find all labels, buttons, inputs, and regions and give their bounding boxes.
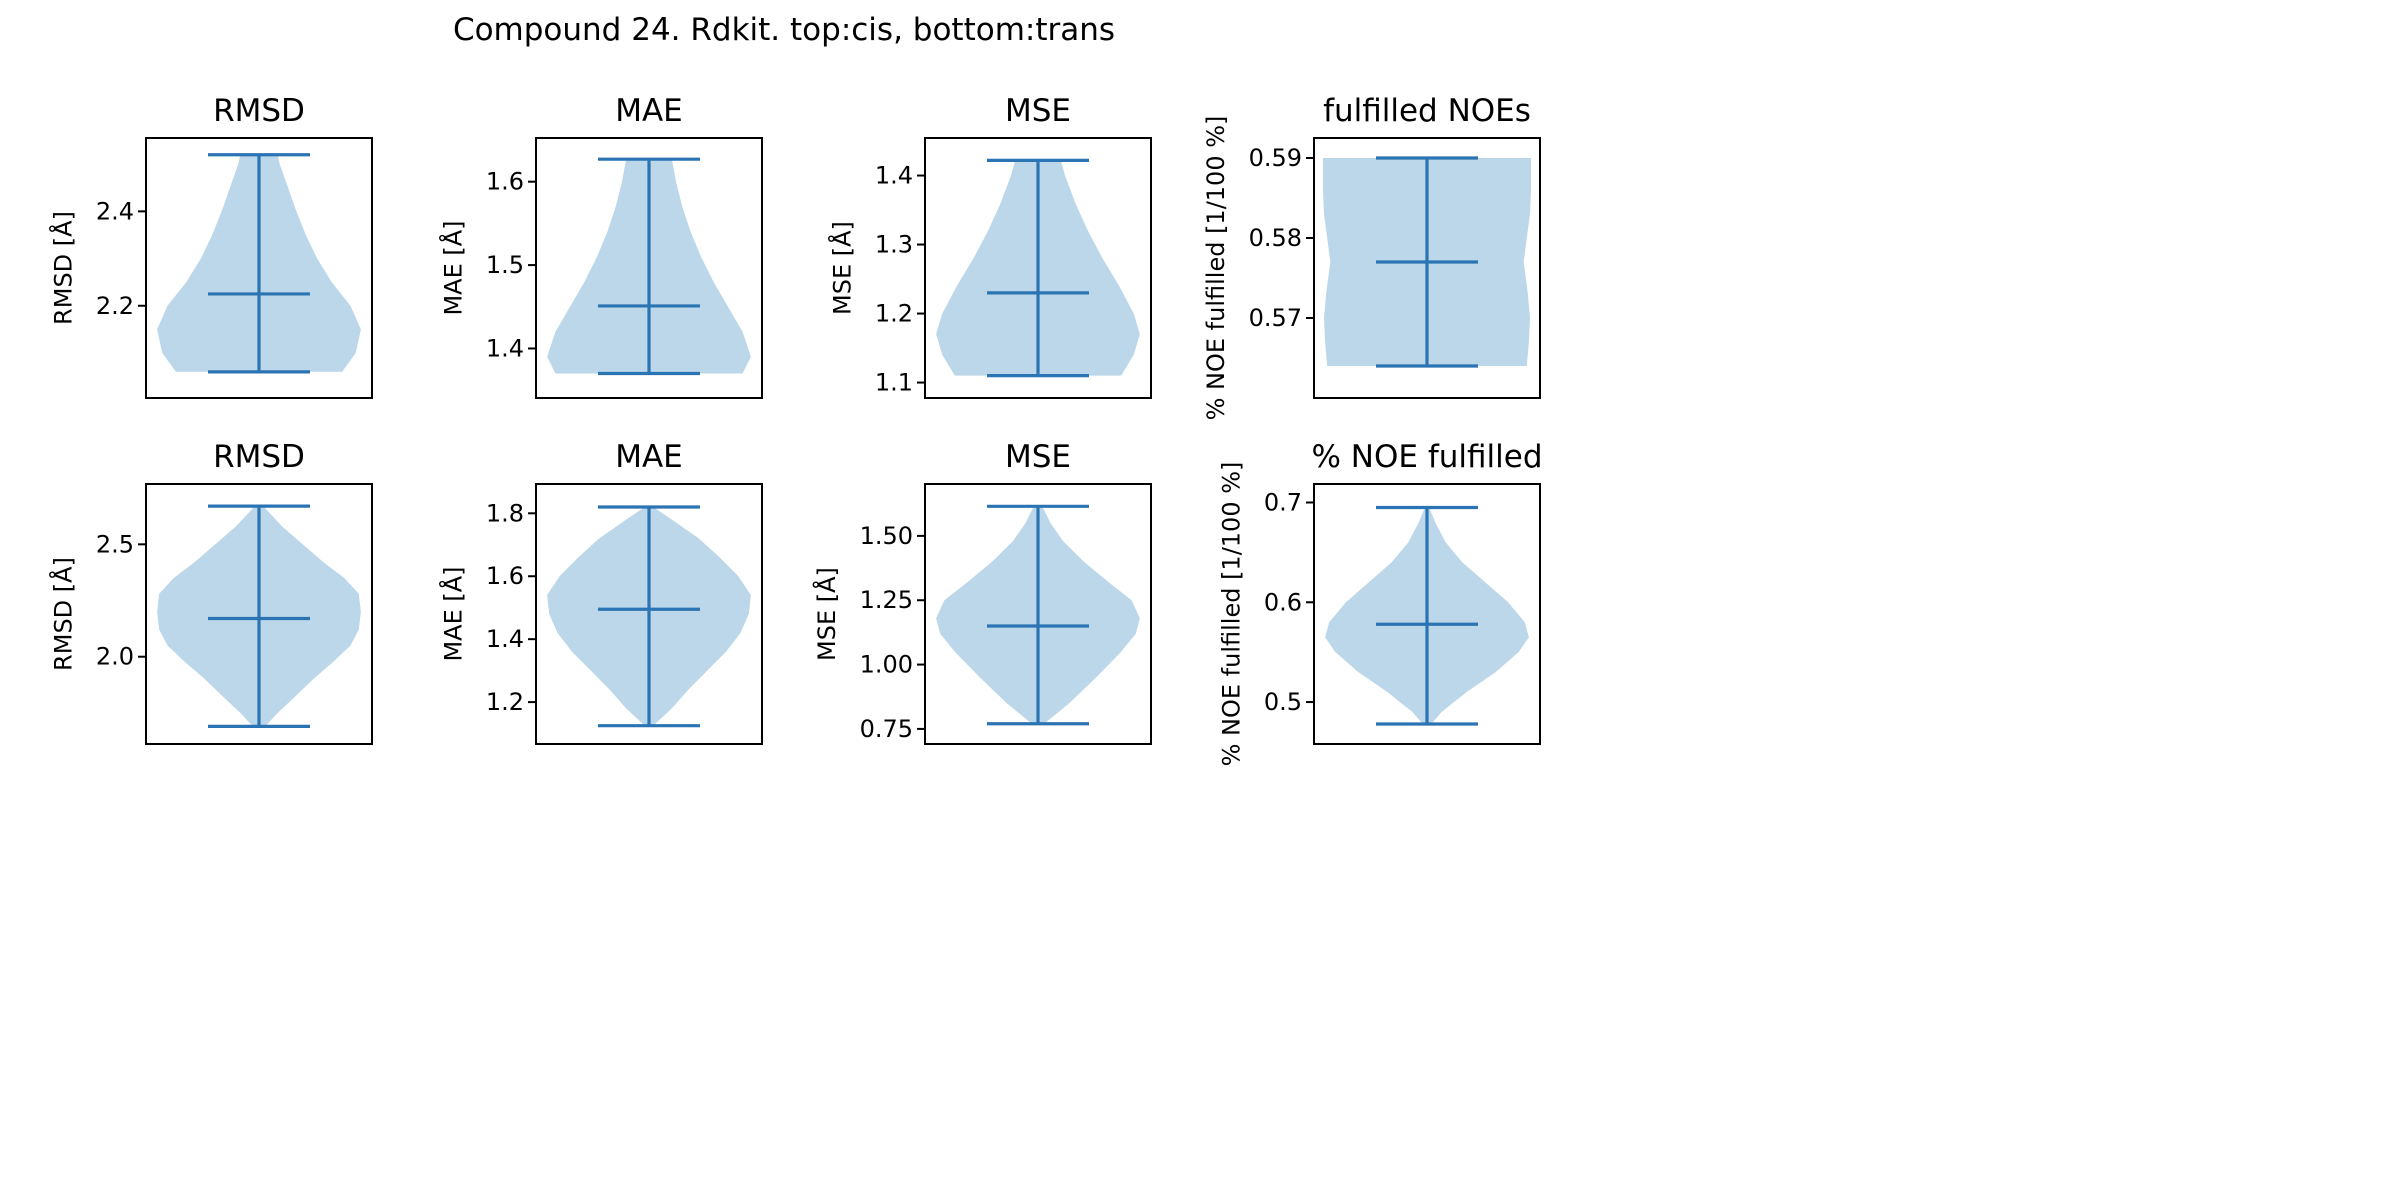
panel-title: MSE bbox=[1005, 439, 1071, 475]
panel-bottom-rmsd: 2.0 2.5 RMSD [Å] RMSD bbox=[49, 439, 373, 745]
axes-frame bbox=[535, 483, 763, 745]
y-tick-label: 1.1 bbox=[875, 369, 913, 397]
panel-title: RMSD bbox=[213, 439, 305, 475]
y-tick-label: 1.4 bbox=[875, 162, 913, 190]
y-tick-label: 0.7 bbox=[1264, 488, 1302, 516]
y-tick-label: 0.5 bbox=[1264, 688, 1302, 716]
y-axis-label: % NOE fulfilled [1/100 %] bbox=[1202, 116, 1230, 421]
y-tick-label: 0.57 bbox=[1249, 304, 1302, 332]
y-tick-label: 2.0 bbox=[96, 643, 134, 671]
y-tick-label: 1.2 bbox=[875, 300, 913, 328]
panel-top-fulfilled-noes: 0.57 0.58 0.59 % NOE fulfilled [1/100 %] ful… bbox=[1202, 93, 1541, 421]
y-axis-label: % NOE fulfilled [1/100 %] bbox=[1218, 462, 1246, 767]
y-tick-label: 1.2 bbox=[486, 688, 524, 716]
y-tick-label: 1.6 bbox=[486, 168, 524, 196]
y-tick-label: 2.2 bbox=[96, 292, 134, 320]
y-tick-label: 1.4 bbox=[486, 334, 524, 362]
y-tick-label: 0.58 bbox=[1249, 224, 1302, 252]
y-axis-label: MSE [Å] bbox=[812, 567, 841, 661]
figure-suptitle: Compound 24. Rdkit. top:cis, bottom:tran… bbox=[453, 12, 1115, 48]
axes-frame bbox=[145, 137, 373, 399]
panel-top-rmsd: 2.2 2.4 RMSD [Å] RMSD bbox=[49, 93, 373, 399]
y-tick-label: 1.8 bbox=[486, 499, 524, 527]
y-axis-label: MAE [Å] bbox=[439, 220, 468, 315]
y-tick-label: 1.6 bbox=[486, 562, 524, 590]
y-tick-label: 1.50 bbox=[860, 522, 913, 550]
figure: Compound 24. Rdkit. top:cis, bottom:tran… bbox=[49, 12, 1543, 766]
y-tick-label: 1.00 bbox=[860, 651, 913, 679]
y-tick-label: 1.3 bbox=[875, 231, 913, 259]
panel-title: MAE bbox=[615, 439, 683, 475]
y-tick-label: 2.5 bbox=[96, 530, 134, 558]
y-tick-label: 0.6 bbox=[1264, 588, 1302, 616]
y-axis-label: MAE [Å] bbox=[439, 566, 468, 661]
y-tick-label: 0.75 bbox=[860, 715, 913, 743]
axes-frame bbox=[145, 483, 373, 745]
panel-bottom-noe-fulfilled: 0.5 0.6 0.7 % NOE fulfilled [1/100 %] % NOE … bbox=[1218, 439, 1543, 766]
y-tick-label: 1.25 bbox=[860, 586, 913, 614]
y-tick-label: 2.4 bbox=[96, 197, 134, 225]
panel-bottom-mse: 0.75 1.00 1.25 1.50 MSE [Å] MSE bbox=[812, 439, 1152, 745]
axes-frame bbox=[924, 137, 1152, 399]
y-axis-label: RMSD [Å] bbox=[49, 211, 78, 325]
panel-title: MSE bbox=[1005, 93, 1071, 129]
y-tick-label: 1.5 bbox=[486, 251, 524, 279]
panel-top-mae: 1.4 1.5 1.6 MAE [Å] MAE bbox=[439, 93, 763, 399]
axes-frame bbox=[1313, 137, 1541, 399]
panels-group: 2.2 2.4 RMSD [Å] RMSD 1.4 1.5 1.6 MAE [Å] MAE 1.1… bbox=[49, 93, 1543, 766]
panel-top-mse: 1.1 1.2 1.3 1.4 MSE [Å] MSE bbox=[828, 93, 1152, 399]
y-axis-label: MSE [Å] bbox=[828, 221, 857, 315]
y-axis-label: RMSD [Å] bbox=[49, 557, 78, 671]
axes-frame bbox=[924, 483, 1152, 745]
y-tick-label: 0.59 bbox=[1249, 144, 1302, 172]
panel-title: fulfilled NOEs bbox=[1323, 93, 1531, 129]
axes-frame bbox=[1313, 483, 1541, 745]
axes-frame bbox=[535, 137, 763, 399]
panel-title: MAE bbox=[615, 93, 683, 129]
y-tick-label: 1.4 bbox=[486, 625, 524, 653]
panel-title: RMSD bbox=[213, 93, 305, 129]
panel-title: % NOE fulfilled bbox=[1311, 439, 1542, 475]
panel-bottom-mae: 1.2 1.4 1.6 1.8 MAE [Å] MAE bbox=[439, 439, 763, 745]
